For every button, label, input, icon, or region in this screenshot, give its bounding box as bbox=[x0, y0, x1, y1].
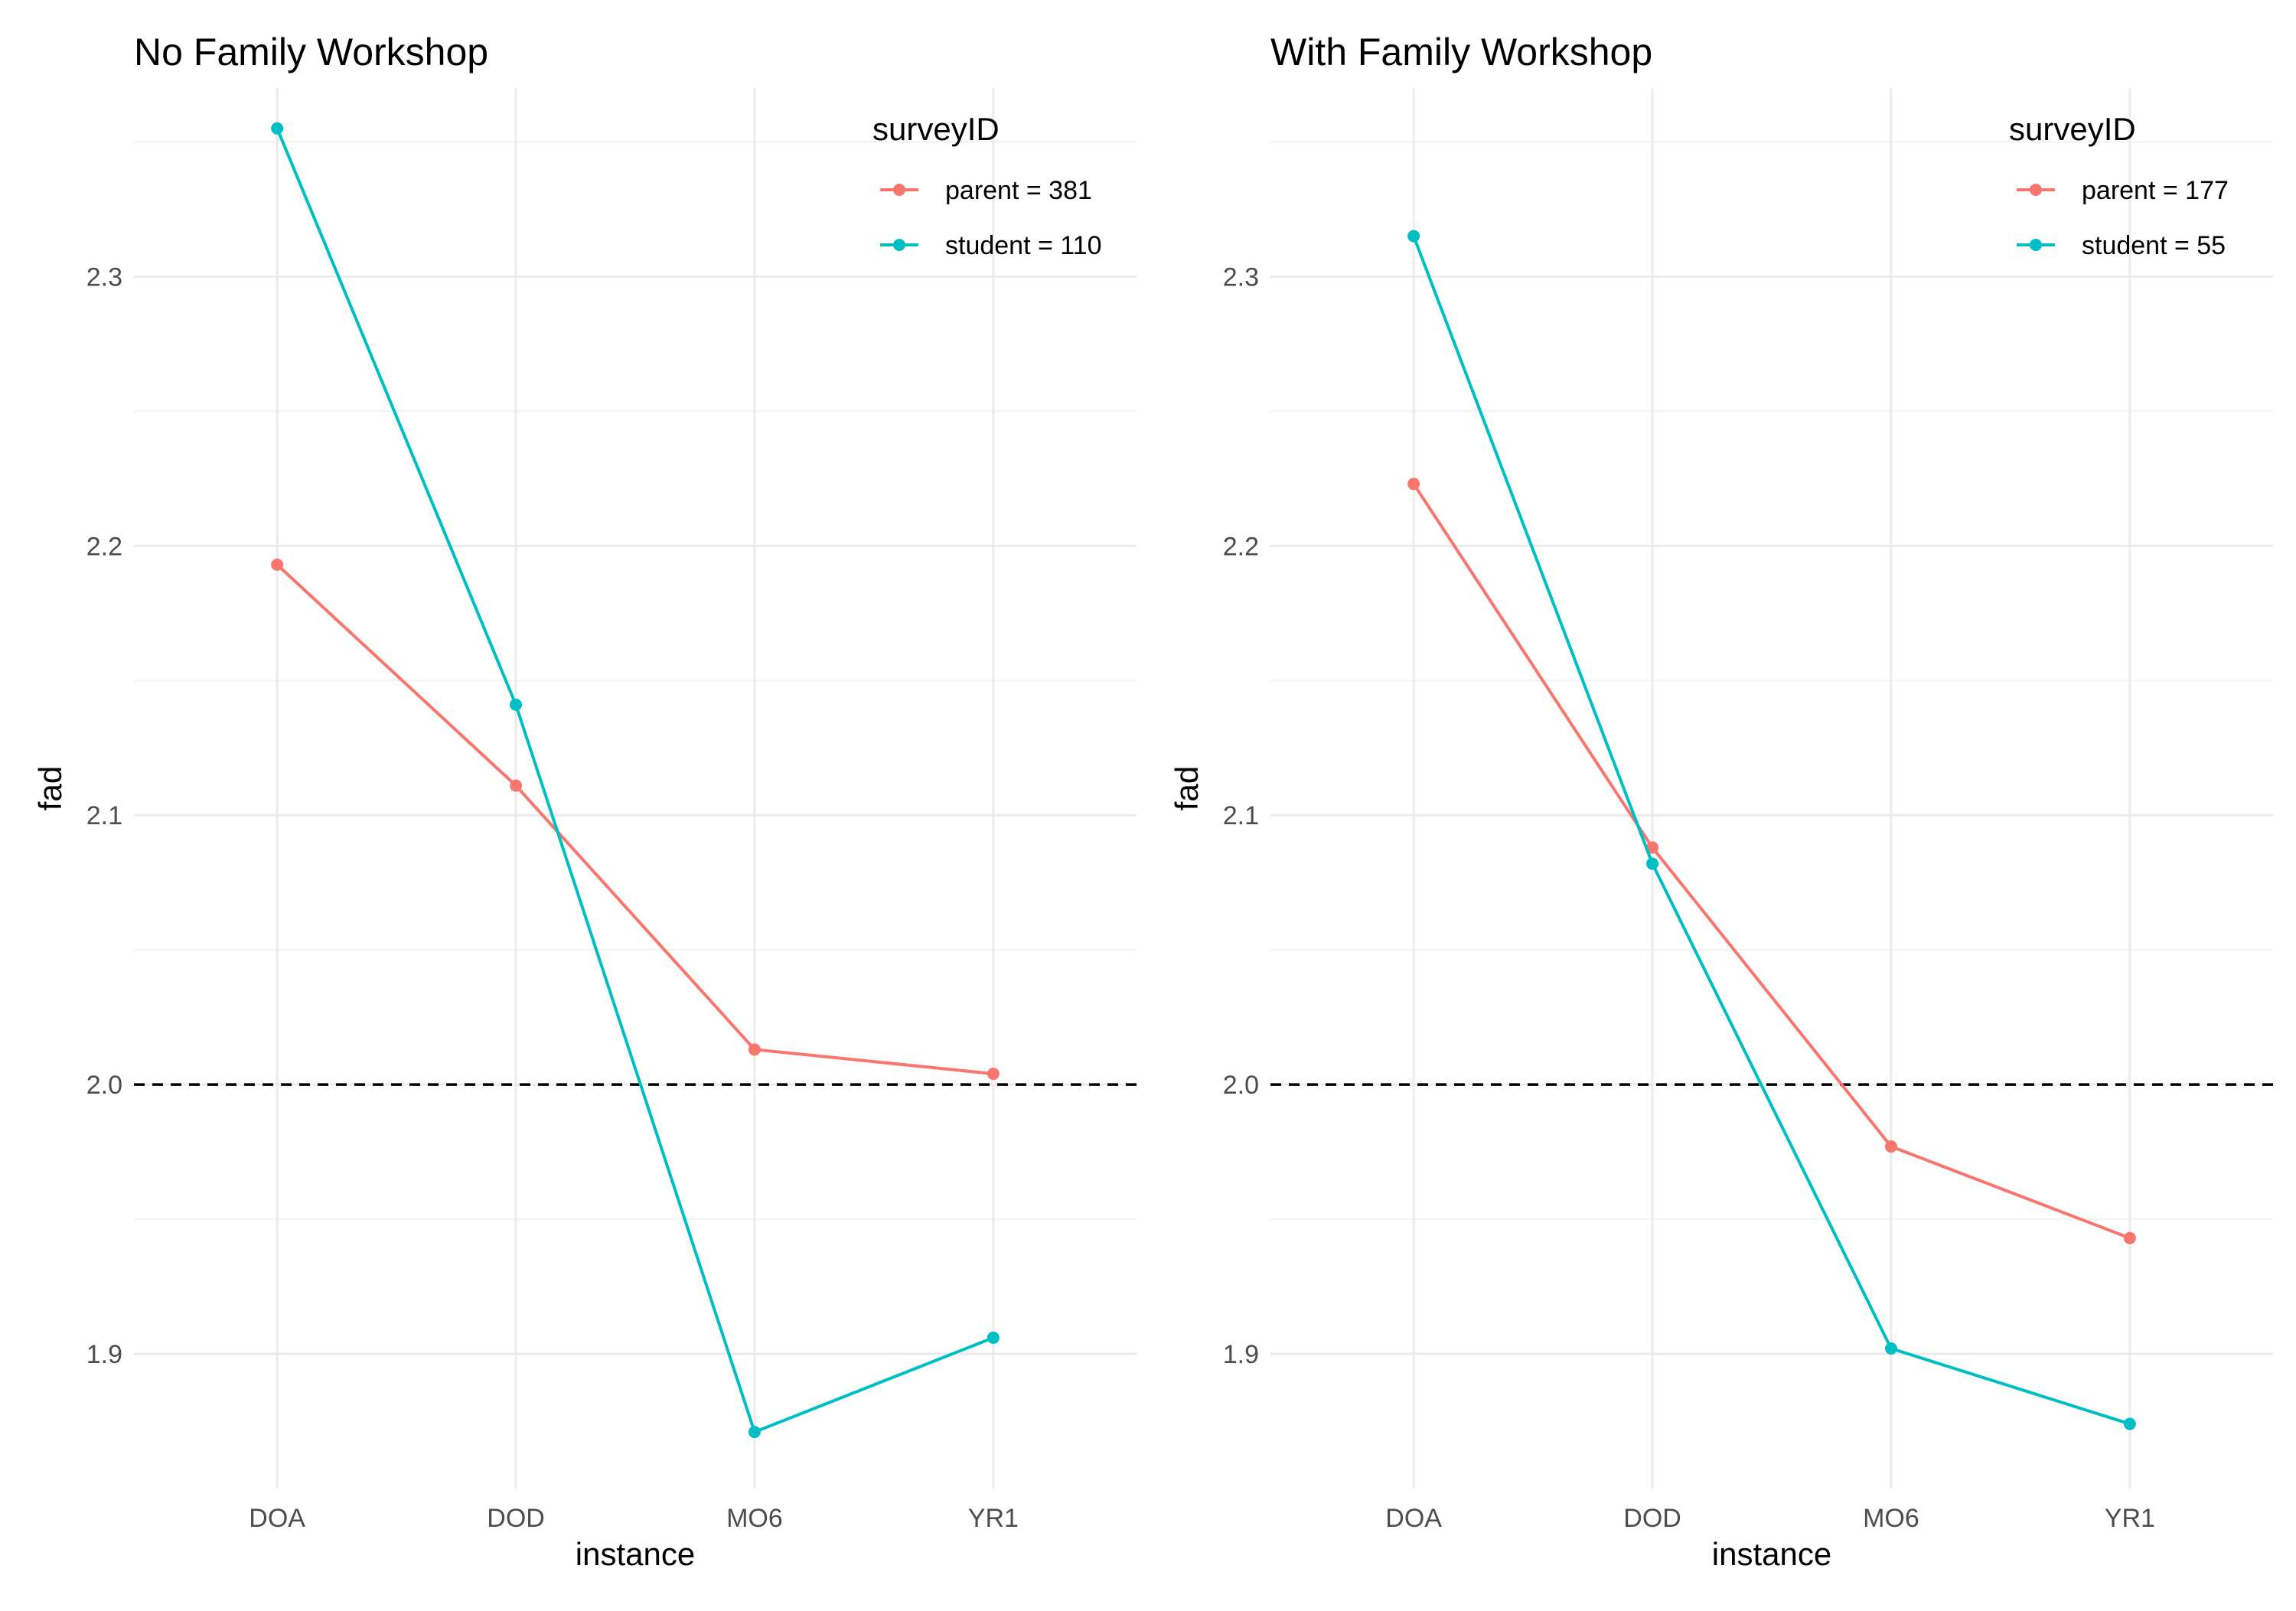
x-tick-label: DOA bbox=[249, 1504, 305, 1533]
legend-item-parent: parent = 177 bbox=[2017, 176, 2229, 205]
data-point-parent-dod bbox=[1646, 841, 1659, 854]
data-point-parent-doa bbox=[271, 558, 284, 571]
y-tick-labels: 1.9 2.0 2.1 2.2 2.3 bbox=[1223, 263, 1259, 1369]
panel-title: With Family Workshop bbox=[1270, 31, 1652, 73]
y-tick-label: 2.1 bbox=[1223, 801, 1259, 830]
data-point-parent-mo6 bbox=[1884, 1140, 1897, 1153]
data-point-student-doa bbox=[271, 122, 284, 135]
x-tick-labels: DOA DOD MO6 YR1 bbox=[249, 1504, 1019, 1533]
legend-key-point bbox=[2030, 239, 2042, 251]
data-point-parent-yr1 bbox=[2123, 1231, 2136, 1244]
data-point-parent-doa bbox=[1407, 478, 1420, 491]
series-layer bbox=[1407, 230, 2136, 1430]
data-point-student-mo6 bbox=[1884, 1342, 1897, 1355]
legend-label: parent = 381 bbox=[945, 176, 1092, 205]
y-tick-label: 2.0 bbox=[1223, 1071, 1259, 1100]
x-tick-label: DOA bbox=[1385, 1504, 1442, 1533]
panel-gridlines bbox=[134, 88, 1137, 1489]
data-point-student-mo6 bbox=[748, 1426, 761, 1439]
series-line-student bbox=[1412, 235, 2131, 1426]
data-point-student-dod bbox=[510, 698, 523, 711]
y-tick-label: 2.0 bbox=[86, 1071, 122, 1100]
legend-item-student: student = 55 bbox=[2017, 231, 2226, 260]
y-tick-label: 2.1 bbox=[86, 801, 122, 830]
legend-label: student = 110 bbox=[945, 231, 1101, 260]
y-tick-label: 2.3 bbox=[1223, 263, 1259, 292]
data-point-parent-mo6 bbox=[748, 1043, 761, 1056]
x-tick-labels: DOA DOD MO6 YR1 bbox=[1385, 1504, 2155, 1533]
legend: surveyID parent = 177 student = 55 bbox=[2009, 111, 2229, 260]
x-axis-title: instance bbox=[576, 1536, 695, 1572]
y-tick-label: 1.9 bbox=[1223, 1340, 1259, 1369]
data-point-student-dod bbox=[1646, 857, 1659, 870]
panel-no-family-workshop: 1.9 2.0 2.1 2.2 2.3 DOA DOD MO6 YR1 No Family W… bbox=[32, 31, 1137, 1572]
legend-title: surveyID bbox=[2009, 111, 2136, 147]
y-axis-title: fad bbox=[32, 766, 68, 810]
data-point-parent-yr1 bbox=[987, 1068, 1000, 1081]
data-point-parent-dod bbox=[510, 779, 523, 792]
legend-item-parent: parent = 381 bbox=[880, 176, 1092, 205]
legend-label: parent = 177 bbox=[2082, 176, 2229, 205]
legend-key-point bbox=[2030, 184, 2042, 196]
y-tick-label: 1.9 bbox=[86, 1340, 122, 1369]
series-layer bbox=[271, 122, 1000, 1439]
panel-gridlines bbox=[1270, 88, 2273, 1489]
legend-title: surveyID bbox=[872, 111, 1000, 147]
y-tick-labels: 1.9 2.0 2.1 2.2 2.3 bbox=[86, 263, 122, 1369]
legend-key-point bbox=[893, 184, 905, 196]
x-tick-label: DOD bbox=[487, 1504, 545, 1533]
y-tick-label: 2.2 bbox=[86, 532, 122, 561]
legend-item-student: student = 110 bbox=[880, 231, 1101, 260]
x-tick-label: YR1 bbox=[968, 1504, 1019, 1533]
series-line-parent bbox=[276, 563, 994, 1076]
x-tick-label: DOD bbox=[1623, 1504, 1681, 1533]
data-point-student-yr1 bbox=[987, 1331, 1000, 1344]
legend: surveyID parent = 381 student = 110 bbox=[872, 111, 1101, 260]
y-tick-label: 2.3 bbox=[86, 263, 122, 292]
x-tick-label: MO6 bbox=[726, 1504, 783, 1533]
series-line-student bbox=[276, 128, 994, 1434]
panel-title: No Family Workshop bbox=[134, 31, 488, 73]
x-tick-label: MO6 bbox=[1863, 1504, 1919, 1533]
x-axis-title: instance bbox=[1712, 1536, 1831, 1572]
y-tick-label: 2.2 bbox=[1223, 532, 1259, 561]
legend-key-point bbox=[893, 239, 905, 251]
y-axis-title: fad bbox=[1169, 766, 1205, 810]
series-line-parent bbox=[1412, 483, 2131, 1240]
data-point-student-doa bbox=[1407, 230, 1420, 243]
legend-label: student = 55 bbox=[2082, 231, 2226, 260]
panel-with-family-workshop: 1.9 2.0 2.1 2.2 2.3 DOA DOD MO6 YR1 With Family… bbox=[1169, 31, 2273, 1572]
data-point-student-yr1 bbox=[2123, 1417, 2136, 1430]
x-tick-label: YR1 bbox=[2105, 1504, 2155, 1533]
